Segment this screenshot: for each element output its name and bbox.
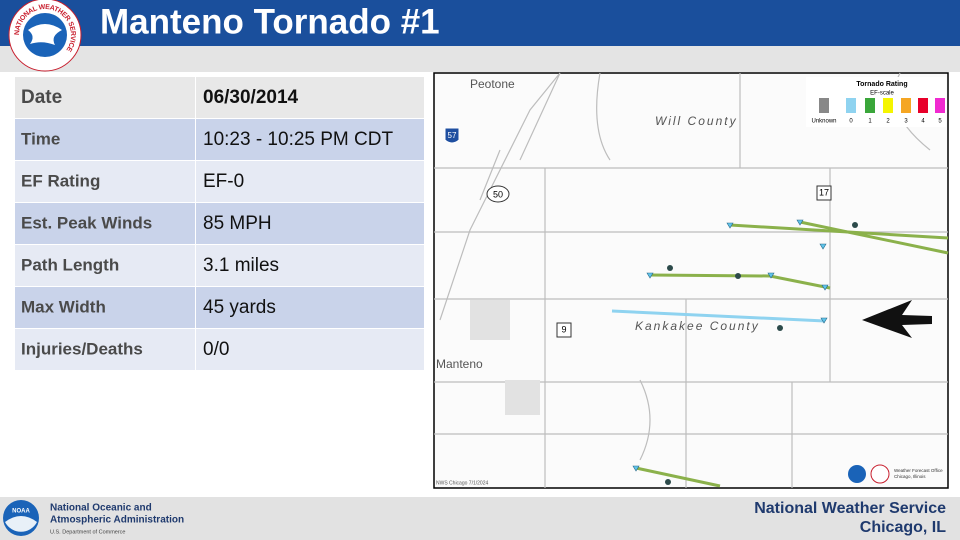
row-value: 06/30/2014 (203, 87, 299, 108)
table-cell (196, 203, 424, 244)
header-stripe (0, 46, 960, 72)
route-label: 17 (819, 187, 829, 197)
county-label: Will County (655, 114, 738, 128)
legend-swatch (883, 98, 893, 113)
route-label: 9 (561, 324, 566, 334)
legend-swatch (901, 98, 911, 113)
noaa-logo-wave (5, 516, 37, 532)
legend-subtitle: EF-scale (870, 91, 894, 97)
office-name: National Weather Service (754, 500, 946, 517)
nws-logo: NATIONAL WEATHER SERVICE (8, 0, 82, 72)
row-value: 45 yards (203, 297, 276, 318)
table-cell (196, 77, 424, 118)
map-credit: NWS Chicago 7/1/2024 (436, 480, 488, 486)
legend-label: Unknown (811, 119, 836, 125)
route-label: 57 (448, 131, 457, 140)
row-label: Injuries/Deaths (21, 339, 143, 358)
row-value: EF-0 (203, 171, 244, 192)
table-cell (15, 329, 195, 370)
table-cell (15, 77, 195, 118)
legend-label: 4 (921, 119, 925, 125)
row-value: 10:23 - 10:25 PM CDT (203, 129, 393, 150)
table-cell (15, 203, 195, 244)
place-label: Peotone (470, 77, 515, 91)
noaa-logo-text: NOAA (12, 509, 30, 515)
table-cell (15, 287, 195, 328)
county-label: Kankakee County (635, 319, 760, 333)
legend-label: 3 (904, 119, 908, 125)
table-cell (196, 245, 424, 286)
table-cell (196, 287, 424, 328)
row-value: 0/0 (203, 339, 229, 360)
row-label: EF Rating (21, 171, 100, 190)
legend-swatch (846, 98, 856, 113)
legend-label: 1 (868, 119, 872, 125)
legend-swatch (865, 98, 875, 113)
place-label: Manteno (436, 357, 483, 371)
legend-title: Tornado Rating (856, 81, 907, 88)
table-cell (196, 119, 424, 160)
office-label: Chicago, Illinois (894, 474, 926, 479)
table-cell (15, 119, 195, 160)
footer-band (0, 497, 960, 540)
row-label: Max Width (21, 297, 106, 316)
row-value: 85 MPH (203, 213, 272, 234)
legend-label: 5 (938, 119, 942, 125)
agency-line: Atmospheric Administration (50, 515, 184, 526)
legend-label: 2 (886, 119, 890, 125)
info-table: Date 06/30/2014 Time 10:23 - 10:25 PM CDT EF… (15, 77, 424, 370)
map-legend: Tornado Rating EF-scale Unknown 0 1 2 3 4 5 (806, 77, 946, 127)
row-label: Path Length (21, 255, 119, 274)
title: Manteno Tornado #1 (100, 2, 440, 41)
legend-label: 0 (849, 119, 853, 125)
office-city: Chicago, IL (860, 519, 946, 536)
row-value: 3.1 miles (203, 255, 279, 276)
row-label: Est. Peak Winds (21, 213, 152, 232)
office-label: Weather Forecast Office (894, 468, 943, 473)
row-label: Time (21, 129, 60, 148)
table-cell (15, 245, 195, 286)
row-label: Date (21, 87, 62, 108)
legend-swatch (918, 98, 928, 113)
table-cell (196, 161, 424, 202)
legend-swatch (819, 98, 829, 113)
agency-line: National Oceanic and (50, 503, 152, 514)
header-band (0, 0, 960, 46)
route-label: 50 (493, 189, 503, 199)
department: U.S. Department of Commerce (50, 529, 126, 535)
table-cell (196, 329, 424, 370)
table-cell (15, 161, 195, 202)
legend-swatch (935, 98, 945, 113)
map: Peotone Manteno Will County Kankakee Cou… (433, 72, 949, 489)
